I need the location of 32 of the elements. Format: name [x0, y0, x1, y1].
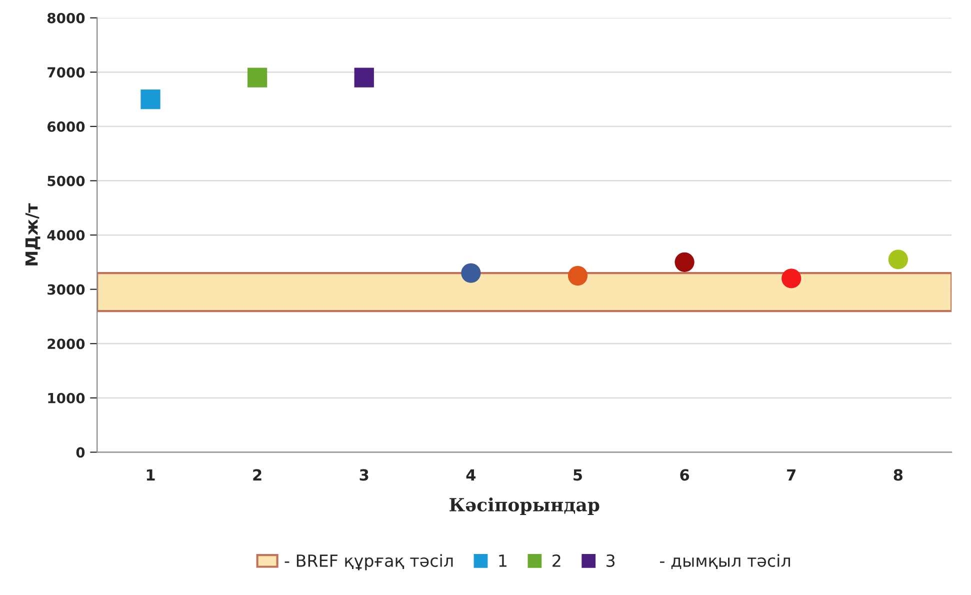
point [247, 68, 268, 88]
legend-label: 3 [606, 554, 615, 567]
x-tick-label: 7 [787, 469, 796, 480]
y-tick-label: 5000 [48, 176, 85, 186]
x-tick-label: 5 [574, 469, 582, 481]
legend-label: 1 [499, 554, 506, 567]
y-axis-title: МДж/т [25, 203, 40, 266]
legend-label: - BREF құрғақ тәсіл [284, 554, 453, 570]
point [888, 250, 908, 270]
point [140, 89, 160, 110]
y-tick-label: 6000 [48, 121, 85, 132]
point [674, 252, 694, 272]
y-tick-label: 2000 [48, 338, 85, 350]
y-tick-label: 8000 [47, 12, 85, 24]
x-tick-label: 6 [680, 469, 690, 481]
x-tick-label: 3 [360, 469, 368, 481]
x-tick-label: 1 [146, 469, 155, 480]
point [782, 268, 802, 288]
x-tick-label: 4 [466, 469, 476, 480]
point [354, 68, 374, 88]
y-tick-label: 7000 [48, 67, 85, 78]
y-tick-label: 0 [76, 447, 85, 458]
y-tick-label: 4000 [47, 230, 85, 240]
text: - дымқыл тәсіл [660, 554, 790, 570]
y-tick-label: 1000 [48, 392, 85, 404]
x-axis-title: Кәсіпорындар [450, 498, 600, 516]
x-tick-label: 8 [894, 469, 903, 481]
point [461, 263, 481, 283]
y-tick-label: 3000 [48, 284, 85, 295]
point [568, 266, 588, 286]
x-tick-label: 2 [253, 469, 262, 480]
legend-label: 2 [552, 554, 560, 567]
